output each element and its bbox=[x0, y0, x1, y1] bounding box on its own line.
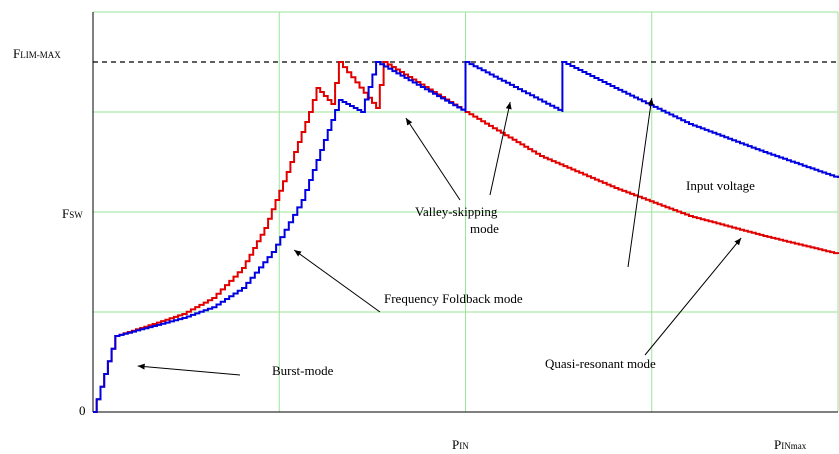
annotation-label-4: Quasi-resonant mode bbox=[545, 356, 656, 371]
series-group bbox=[93, 61, 839, 413]
x-tick-label-pinmax: PINmax bbox=[774, 437, 807, 452]
annotation-arrow-2 bbox=[405, 117, 461, 201]
x-tick-label-pin: PIN bbox=[452, 437, 469, 452]
annotation-label-0: Burst-mode bbox=[272, 363, 334, 378]
y-tick-label-zero: 0 bbox=[79, 403, 86, 418]
annotation-arrow-2-b bbox=[489, 101, 512, 196]
annotation-label-2: Valley-skipping bbox=[415, 204, 498, 219]
series-line-0 bbox=[93, 61, 839, 413]
annotation-arrow-1 bbox=[293, 249, 381, 313]
y-tick-label-flim-max: FLIM-MAX bbox=[13, 46, 61, 61]
annotation-arrow-0 bbox=[137, 363, 241, 376]
annotation-arrow-3 bbox=[627, 97, 654, 268]
annotation-label-2-line2: mode bbox=[470, 221, 499, 236]
annotations: Burst-mode Frequency Foldback mode Valley-… bbox=[137, 97, 755, 378]
annotation-label-1: Frequency Foldback mode bbox=[384, 291, 523, 306]
series-line-1 bbox=[93, 61, 839, 413]
annotation-label-3: Input voltage bbox=[686, 178, 755, 193]
y-tick-label-fsw: FSW bbox=[62, 206, 83, 221]
axes bbox=[92, 12, 838, 413]
annotation-arrow-4 bbox=[644, 237, 742, 356]
